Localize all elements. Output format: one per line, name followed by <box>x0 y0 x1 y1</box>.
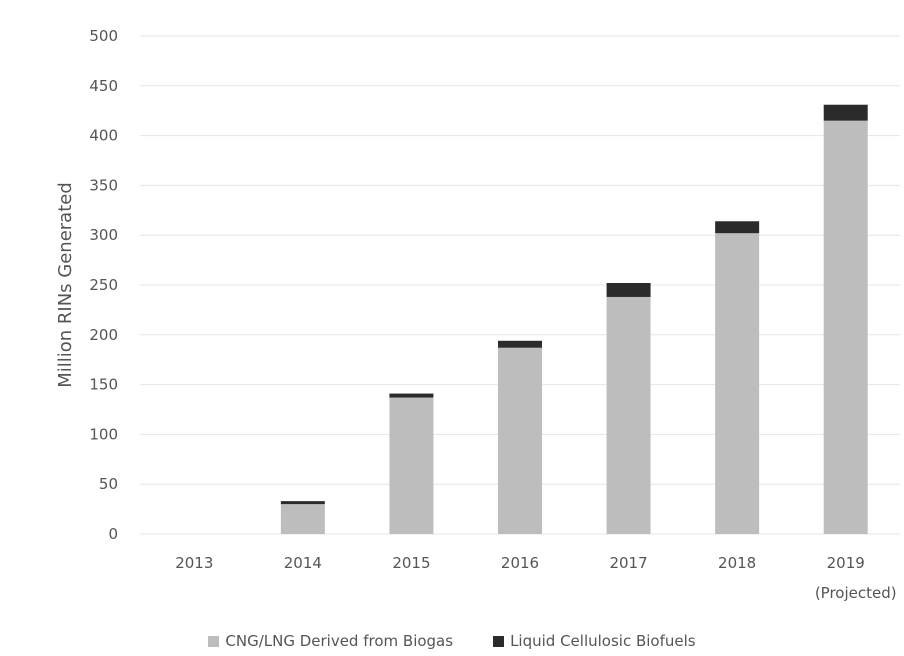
legend-swatch-cng-lng <box>208 635 220 647</box>
y-tick-label-400: 400 <box>89 127 118 145</box>
x-tick-label-2014: 2014 <box>284 554 322 572</box>
y-tick-label-350: 350 <box>89 176 118 194</box>
bar-cng-lng-2014 <box>280 504 325 534</box>
bar-cng-lng-2017 <box>606 296 651 534</box>
bar-liquid-cellulosic-2014 <box>280 501 325 505</box>
y-tick-label-100: 100 <box>89 425 118 443</box>
y-tick-label-250: 250 <box>89 276 118 294</box>
bar-liquid-cellulosic-2017 <box>606 283 651 297</box>
bar-cng-lng-2018 <box>715 233 760 534</box>
y-axis-label: Million RINs Generated <box>55 182 76 388</box>
x-tick-label-2016: 2016 <box>501 554 539 572</box>
x-tick-label-2018: 2018 <box>718 554 756 572</box>
bar-liquid-cellulosic-2015 <box>389 393 434 398</box>
legend: CNG/LNG Derived from Biogas Liquid Cellu… <box>0 632 904 650</box>
bar-liquid-cellulosic-2016 <box>498 340 542 348</box>
x-tick-label-2015: 2015 <box>392 554 430 572</box>
x-tick-label-2019: 2019 <box>827 554 865 572</box>
y-tick-label-200: 200 <box>89 326 118 344</box>
legend-item-liquid-cellulosic: Liquid Cellulosic Biofuels <box>493 632 696 650</box>
legend-label-liquid-cellulosic: Liquid Cellulosic Biofuels <box>510 632 696 650</box>
bar-cng-lng-2016 <box>498 347 542 534</box>
legend-label-cng-lng: CNG/LNG Derived from Biogas <box>225 632 454 650</box>
chart-plot: 0 50 100 150 200 250 300 350 400 450 500 Million RI… <box>55 27 900 602</box>
y-tick-label-450: 450 <box>89 77 118 95</box>
legend-swatch-liquid-cellulosic <box>493 635 505 647</box>
bar-liquid-cellulosic-2018 <box>715 221 760 234</box>
legend-item-cng-lng: CNG/LNG Derived from Biogas <box>208 632 453 650</box>
x-tick-sublabel-2019: (Projected) <box>815 584 897 602</box>
bar-liquid-cellulosic-2019 <box>823 104 868 121</box>
x-tick-label-2017: 2017 <box>609 554 647 572</box>
y-tick-label-0: 0 <box>108 525 118 543</box>
y-tick-label-50: 50 <box>99 475 118 493</box>
bar-cng-lng-2015 <box>389 397 434 534</box>
bar-cng-lng-2019 <box>823 120 868 534</box>
y-tick-label-300: 300 <box>89 226 118 244</box>
x-tick-label-2013: 2013 <box>175 554 213 572</box>
y-tick-label-500: 500 <box>89 27 118 45</box>
y-tick-label-150: 150 <box>89 376 118 394</box>
